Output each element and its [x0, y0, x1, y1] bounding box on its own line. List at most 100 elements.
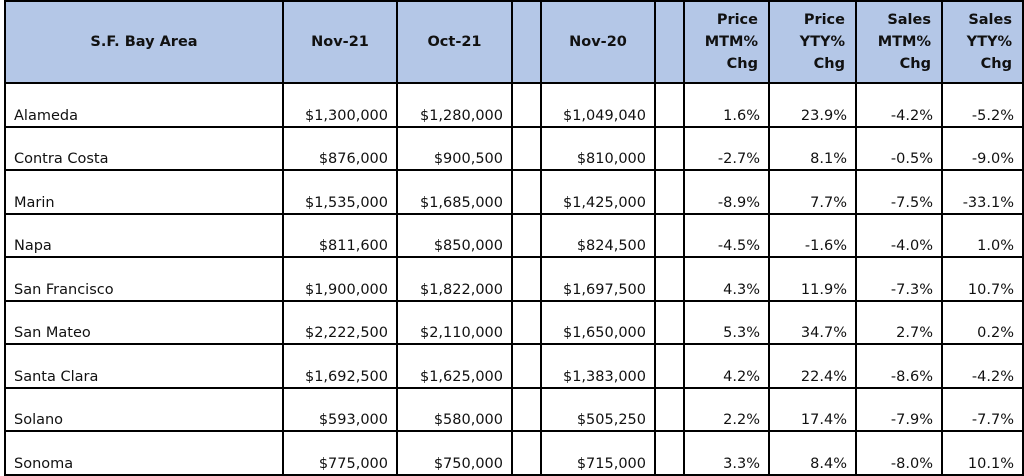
table-row: Marin $1,535,000 $1,685,000 $1,425,000 -8.9%… [4, 169, 1024, 215]
table-cell: $1,280,000 [396, 82, 513, 128]
table-cell: -7.7% [941, 386, 1024, 432]
table-cell: 23.9% [768, 82, 857, 128]
table-cell: $1,425,000 [540, 169, 656, 215]
header-cell: Sales YTY% Chg [941, 0, 1024, 84]
table-cell: 10.7% [941, 256, 1024, 302]
table-cell: $775,000 [282, 430, 398, 476]
table-row: Solano $593,000 $580,000 $505,250 2.2% 17.4% -… [4, 386, 1024, 432]
table-cell: 5.3% [683, 299, 770, 345]
table-cell: -4.0% [855, 212, 943, 258]
table-cell: Contra Costa [4, 125, 284, 171]
table-cell: $1,300,000 [282, 82, 398, 128]
table-cell: $2,110,000 [396, 299, 513, 345]
table-cell: -5.2% [941, 82, 1024, 128]
header-cell: Price YTY% Chg [768, 0, 857, 84]
spacer-cell [511, 430, 542, 476]
table-cell: 3.3% [683, 430, 770, 476]
spacer-cell [654, 256, 685, 302]
header-cell: Sales MTM% Chg [855, 0, 943, 84]
table-cell: $1,049,040 [540, 82, 656, 128]
table-cell: -7.3% [855, 256, 943, 302]
table-cell: -8.0% [855, 430, 943, 476]
table-row: Contra Costa $876,000 $900,500 $810,000 -2.7… [4, 125, 1024, 171]
header-text: YTY% [799, 34, 845, 50]
table-cell: -2.7% [683, 125, 770, 171]
table-cell: $505,250 [540, 386, 656, 432]
table-cell: 8.4% [768, 430, 857, 476]
table-cell: 0.2% [941, 299, 1024, 345]
header-cell: Nov-21 [282, 0, 398, 84]
table-cell: 22.4% [768, 343, 857, 389]
spacer-cell [511, 169, 542, 215]
header-text: Oct-21 [427, 34, 482, 50]
header-text: Chg [899, 56, 931, 72]
spacer-cell [654, 343, 685, 389]
table-cell: -33.1% [941, 169, 1024, 215]
header-text: Nov-21 [311, 34, 369, 50]
header-text: Price [803, 12, 845, 28]
table-row: San Francisco $1,900,000 $1,822,000 $1,697,… [4, 256, 1024, 302]
spacer-cell [511, 256, 542, 302]
header-text: Chg [726, 56, 758, 72]
header-cell: Price MTM% Chg [683, 0, 770, 84]
table-cell: 11.9% [768, 256, 857, 302]
table-row: San Mateo $2,222,500 $2,110,000 $1,650,000 5… [4, 299, 1024, 345]
table-cell: San Francisco [4, 256, 284, 302]
table-cell: Napa [4, 212, 284, 258]
table-row: Sonoma $775,000 $750,000 $715,000 3.3% 8.4% -8… [4, 430, 1024, 476]
spacer-cell [654, 212, 685, 258]
table-cell: -9.0% [941, 125, 1024, 171]
header-text: Nov-20 [569, 34, 627, 50]
table-cell: Sonoma [4, 430, 284, 476]
table-cell: $1,535,000 [282, 169, 398, 215]
table-cell: $580,000 [396, 386, 513, 432]
table-cell: $750,000 [396, 430, 513, 476]
header-text: MTM% [877, 34, 931, 50]
table-cell: $810,000 [540, 125, 656, 171]
spacer-cell [654, 125, 685, 171]
table-cell: -8.9% [683, 169, 770, 215]
table-cell: $1,625,000 [396, 343, 513, 389]
table-cell: 1.6% [683, 82, 770, 128]
header-text: S.F. Bay Area [90, 34, 198, 50]
table-cell: -8.6% [855, 343, 943, 389]
table-cell: $1,697,500 [540, 256, 656, 302]
table-cell: 2.2% [683, 386, 770, 432]
table-cell: $1,692,500 [282, 343, 398, 389]
spacer-cell [654, 0, 685, 84]
spacer-cell [511, 125, 542, 171]
table-cell: $2,222,500 [282, 299, 398, 345]
spacer-cell [511, 82, 542, 128]
table-cell: San Mateo [4, 299, 284, 345]
table-cell: 34.7% [768, 299, 857, 345]
table-cell: 1.0% [941, 212, 1024, 258]
table-cell: Marin [4, 169, 284, 215]
table-cell: 8.1% [768, 125, 857, 171]
table-cell: $876,000 [282, 125, 398, 171]
spacer-cell [654, 299, 685, 345]
spacer-cell [654, 169, 685, 215]
header-text: Sales [887, 12, 931, 28]
page: S.F. Bay Area Nov-21 Oct-21 Nov-20 Price MTM%… [4, 0, 1024, 476]
table-row: Alameda $1,300,000 $1,280,000 $1,049,040 1.6… [4, 82, 1024, 128]
table-cell: -4.2% [941, 343, 1024, 389]
spacer-cell [654, 82, 685, 128]
table-row: Napa $811,600 $850,000 $824,500 -4.5% -1.6% -4… [4, 212, 1024, 258]
header-text: Chg [813, 56, 845, 72]
table-cell: -1.6% [768, 212, 857, 258]
table-cell: $1,650,000 [540, 299, 656, 345]
table-cell: -7.9% [855, 386, 943, 432]
table-cell: -4.5% [683, 212, 770, 258]
table-cell: $1,900,000 [282, 256, 398, 302]
header-text: Sales [968, 12, 1012, 28]
header-text: YTY% [966, 34, 1012, 50]
table-cell: $900,500 [396, 125, 513, 171]
table-cell: -7.5% [855, 169, 943, 215]
header-row: S.F. Bay Area Nov-21 Oct-21 Nov-20 Price MTM%… [4, 0, 1024, 84]
spacer-cell [511, 299, 542, 345]
header-text: Price [716, 12, 758, 28]
header-cell: Oct-21 [396, 0, 513, 84]
table-header: S.F. Bay Area Nov-21 Oct-21 Nov-20 Price MTM%… [4, 0, 1024, 84]
header-cell: Nov-20 [540, 0, 656, 84]
table-body: Alameda $1,300,000 $1,280,000 $1,049,040 1.6… [4, 82, 1024, 476]
